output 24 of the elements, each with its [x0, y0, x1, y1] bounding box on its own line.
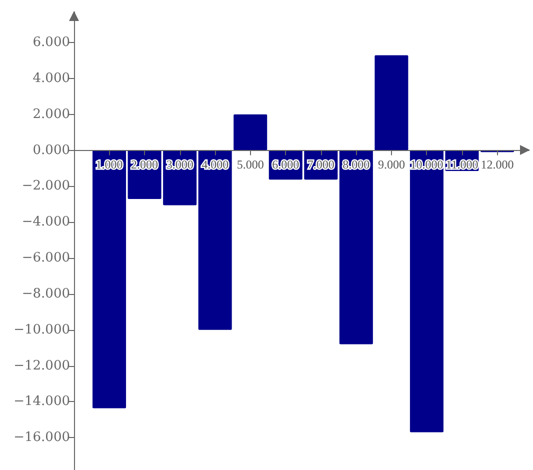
y-tick-label: 4.000 [32, 70, 70, 86]
x-tick-label: 9.000 [378, 157, 405, 172]
x-tick-label: 10.000 [410, 157, 444, 172]
x-tick-label: 4.000 [202, 157, 229, 172]
x-tick-label: 1.000 [96, 157, 123, 172]
y-tick-label: −8.000 [22, 286, 70, 302]
y-tick-label: 6.000 [32, 35, 70, 50]
y-tick-label: −12.000 [14, 358, 70, 374]
x-tick-label: 7.000 [307, 157, 334, 172]
y-tick-label: −2.000 [22, 178, 70, 194]
x-tick-label: 3.000 [166, 157, 194, 172]
y-tick-label: −10.000 [14, 322, 70, 338]
y-tick-label: −4.000 [22, 214, 70, 230]
y-tick-label: 0.000 [32, 142, 70, 158]
x-tick-label: 5.000 [236, 157, 264, 172]
x-tick-label: 11.000 [446, 157, 478, 172]
x-tick-label: 8.000 [342, 157, 370, 172]
y-tick-label: −14.000 [14, 394, 70, 410]
x-tick-label: 6.000 [272, 157, 300, 172]
x-tick-label: 12.000 [480, 157, 514, 172]
y-tick-label: −16.000 [14, 430, 70, 446]
y-tick-label: −6.000 [22, 250, 70, 266]
y-tick-label: 2.000 [32, 106, 70, 122]
x-tick-label: 2.000 [131, 157, 158, 172]
